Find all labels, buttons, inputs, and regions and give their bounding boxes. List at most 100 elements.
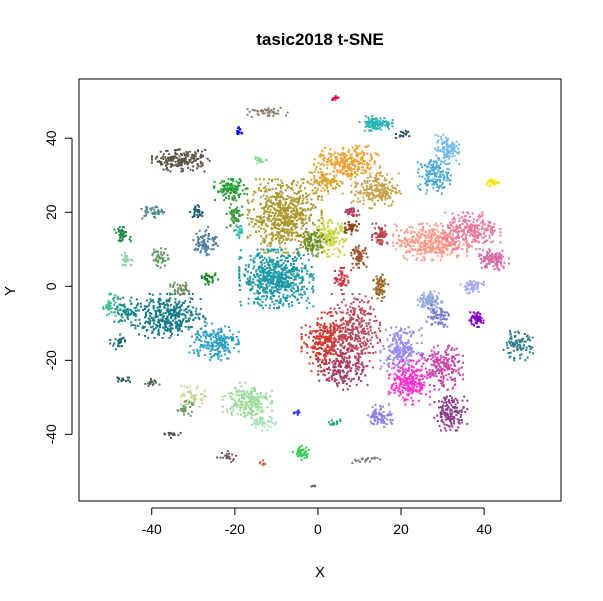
scatter-point [344, 366, 347, 369]
scatter-point [112, 311, 115, 314]
scatter-point [352, 344, 355, 347]
scatter-point [334, 157, 337, 160]
scatter-point [365, 347, 368, 350]
scatter-point [359, 356, 362, 359]
scatter-point [300, 218, 303, 221]
scatter-point [321, 154, 324, 156]
scatter-point [471, 230, 474, 233]
scatter-point [223, 340, 226, 343]
scatter-point [408, 346, 411, 348]
scatter-point [317, 182, 320, 185]
scatter-point [395, 355, 398, 358]
scatter-point [483, 240, 486, 243]
scatter-point [421, 222, 424, 225]
scatter-point [313, 206, 316, 209]
scatter-point [396, 364, 399, 366]
scatter-point [244, 267, 247, 270]
scatter-point [343, 359, 346, 362]
scatter-point [345, 330, 348, 333]
scatter-point [335, 351, 338, 354]
scatter-point [314, 187, 317, 189]
scatter-point [301, 277, 304, 280]
scatter-point [269, 199, 272, 202]
scatter-point [322, 349, 325, 352]
scatter-point [338, 337, 341, 340]
scatter-point [416, 374, 419, 377]
scatter-point [404, 368, 407, 371]
scatter-point [276, 248, 279, 251]
scatter-point [213, 353, 216, 356]
scatter-point [346, 172, 349, 175]
scatter-point [430, 236, 432, 238]
scatter-point [442, 178, 445, 181]
scatter-point [338, 331, 341, 334]
scatter-point [373, 184, 376, 187]
scatter-point [469, 231, 472, 234]
scatter-point [448, 145, 451, 148]
scatter-point [404, 240, 407, 242]
scatter-point [476, 231, 479, 234]
scatter-point [194, 333, 197, 336]
scatter-point [441, 143, 444, 146]
scatter-point [232, 339, 235, 342]
scatter-point [299, 186, 302, 189]
scatter-point [181, 303, 183, 306]
scatter-point [310, 203, 312, 205]
scatter-point [370, 155, 373, 158]
scatter-point [262, 240, 265, 243]
scatter-point [372, 127, 375, 130]
scatter-point [365, 189, 368, 192]
scatter-point [348, 361, 351, 364]
scatter-point [356, 169, 359, 172]
scatter-point [325, 379, 328, 382]
scatter-point [294, 290, 297, 293]
scatter-point [353, 309, 355, 312]
scatter-point [144, 316, 147, 319]
scatter-point [166, 307, 169, 310]
scatter-point [145, 299, 148, 302]
scatter-point [323, 226, 326, 229]
scatter-point [257, 292, 260, 295]
scatter-point [349, 316, 352, 319]
scatter-point [217, 328, 220, 331]
scatter-point [276, 299, 279, 302]
scatter-point [341, 339, 344, 342]
scatter-point [319, 243, 322, 246]
scatter-point [330, 184, 333, 187]
scatter-point [437, 179, 440, 181]
scatter-point [319, 337, 322, 340]
scatter-point [311, 330, 314, 333]
scatter-point [369, 339, 372, 342]
scatter-point [259, 281, 262, 284]
scatter-point [290, 222, 293, 225]
scatter-point [444, 163, 447, 165]
scatter-point [363, 330, 366, 333]
scatter-point [401, 357, 404, 360]
scatter-point [268, 269, 271, 272]
scatter-point [429, 245, 432, 248]
scatter-point [383, 121, 386, 123]
scatter-point [324, 341, 327, 344]
scatter-point [341, 171, 344, 174]
scatter-point [403, 238, 406, 241]
scatter-point [168, 325, 171, 328]
scatter-point [278, 240, 281, 243]
scatter-point [280, 215, 283, 218]
scatter-point [356, 145, 359, 148]
scatter-point [340, 157, 343, 160]
scatter-point [124, 319, 126, 322]
scatter-point [152, 317, 155, 320]
scatter-point [284, 215, 287, 218]
scatter-point [381, 196, 384, 199]
scatter-point [290, 272, 292, 275]
scatter-point [253, 292, 256, 295]
scatter-point [355, 373, 358, 376]
scatter-point [444, 234, 447, 237]
scatter-point [440, 222, 443, 225]
scatter-point [277, 204, 280, 207]
scatter-point [420, 248, 423, 251]
scatter-point [334, 310, 337, 313]
scatter-point [258, 252, 261, 255]
scatter-point [501, 255, 504, 258]
scatter-point [447, 137, 450, 140]
